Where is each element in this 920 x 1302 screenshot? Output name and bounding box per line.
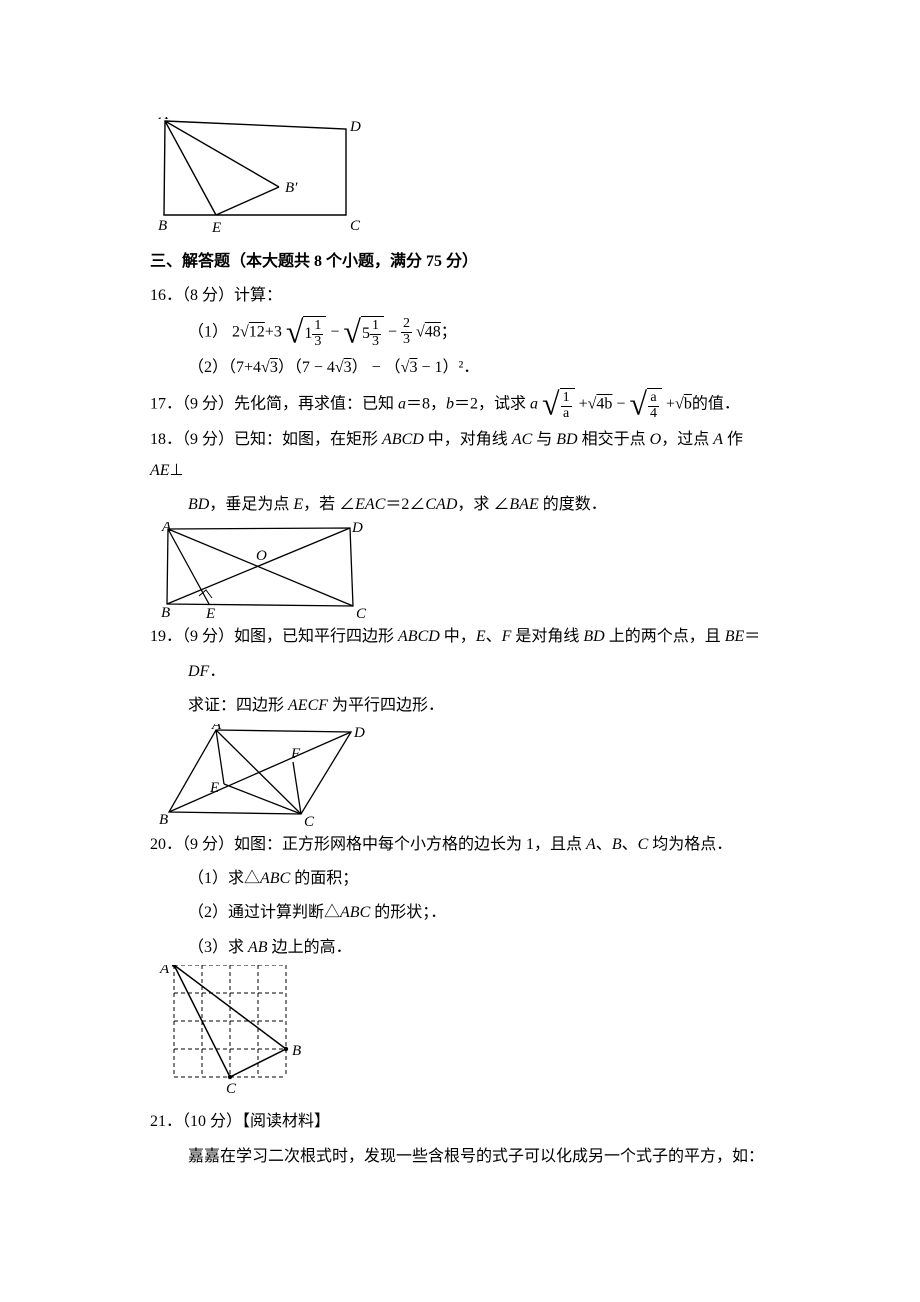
q21-l2: 嘉嘉在学习二次根式时，发现一些含根号的式子可以化成另一个式子的平方，如：: [150, 1142, 765, 1172]
svg-text:C: C: [304, 814, 315, 826]
fig-q20: A B C: [150, 965, 340, 1103]
q20-p3: （3）求 AB 边上的高．: [150, 933, 765, 963]
q20-p2: （2）通过计算判断△ABC 的形状；．: [150, 898, 765, 928]
svg-text:F: F: [290, 746, 301, 762]
section-heading: 三、解答题（本大题共 8 个小题，满分 75 分）: [150, 247, 765, 277]
fig-q15: A D B C E B′: [150, 117, 364, 237]
svg-text:D: D: [351, 522, 363, 536]
svg-text:B: B: [158, 218, 167, 234]
q16-p2: （2）（7+4√3）（7 − 4√3） − （√3 − 1）²．: [150, 353, 765, 383]
q16-p1: （1） 2√12+3 √113 − √513 − 23 √48；: [150, 316, 765, 350]
q20-l1: 20．（9 分）如图：正方形网格中每个小方格的边长为 1，且点 A、B、C 均为…: [150, 830, 765, 860]
svg-text:A: A: [211, 724, 222, 733]
q20-p1: （1）求△ABC 的面积；: [150, 864, 765, 894]
q21-l1: 21．（10 分）【阅读材料】: [150, 1107, 765, 1137]
q18-l1: 18．（9 分）已知：如图，在矩形 ABCD 中，对角线 AC 与 BD 相交于…: [150, 425, 765, 486]
svg-text:B: B: [292, 1043, 301, 1059]
svg-text:A: A: [159, 965, 170, 977]
q19-l2: 求证：四边形 AECF 为平行四边形．: [150, 691, 765, 721]
svg-text:E: E: [209, 780, 219, 796]
svg-text:O: O: [256, 548, 267, 564]
fig-q18: A D B C E O: [154, 522, 368, 618]
svg-text:E: E: [205, 606, 215, 618]
fig-q19: A D B C E F: [156, 724, 368, 826]
q19-l1: 19．（9 分）如图，已知平行四边形 ABCD 中，E、F 是对角线 BD 上的…: [150, 622, 765, 652]
svg-text:D: D: [353, 725, 365, 741]
svg-text:C: C: [350, 218, 361, 234]
svg-text:B: B: [161, 605, 170, 618]
q17: 17．（9 分）先化简，再求值：已知 a＝8，b＝2，试求 a √1a +√4b…: [150, 388, 765, 422]
q16-head: 16．（8 分）计算：: [150, 281, 765, 311]
svg-text:B: B: [159, 812, 168, 826]
q18-l2: BD，垂足为点 E，若 ∠EAC＝2∠CAD，求 ∠BAE 的度数．: [150, 490, 765, 520]
svg-text:A: A: [161, 522, 172, 535]
svg-text:E: E: [211, 220, 221, 236]
svg-text:C: C: [356, 606, 367, 618]
svg-text:C: C: [226, 1081, 237, 1097]
svg-text:B′: B′: [285, 180, 298, 196]
svg-text:D: D: [349, 119, 361, 135]
svg-text:A: A: [158, 117, 169, 123]
q19-l1b: DF．: [150, 657, 765, 687]
